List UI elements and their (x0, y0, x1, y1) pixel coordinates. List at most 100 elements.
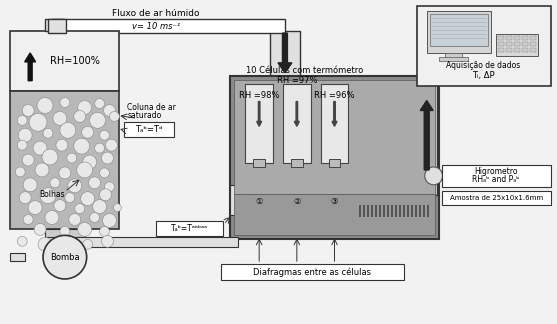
Bar (411, 205, 413, 216)
Bar (530, 48, 536, 52)
Circle shape (89, 177, 101, 189)
Circle shape (90, 112, 105, 128)
FancyArrow shape (421, 100, 433, 170)
Text: ②: ② (293, 197, 301, 206)
Bar (498, 36, 504, 40)
Circle shape (42, 149, 58, 165)
Text: RH =98%: RH =98% (239, 91, 280, 100)
Circle shape (68, 179, 82, 193)
Bar (496, 34, 538, 56)
Circle shape (28, 201, 42, 214)
Circle shape (38, 237, 52, 251)
Circle shape (40, 188, 56, 204)
Bar (231, 185, 248, 214)
Bar (419, 205, 421, 216)
Bar (427, 205, 429, 216)
Text: ③: ③ (331, 197, 338, 206)
Circle shape (92, 200, 106, 214)
Circle shape (77, 162, 92, 178)
Bar (321, 84, 348, 163)
Bar (391, 205, 393, 216)
Bar (417, 6, 551, 86)
Circle shape (35, 163, 49, 177)
Circle shape (60, 226, 70, 236)
Circle shape (67, 153, 77, 163)
Circle shape (62, 235, 74, 247)
Text: Aquisição de dados: Aquisição de dados (446, 61, 520, 70)
Bar (231, 76, 438, 239)
Circle shape (43, 128, 53, 138)
Circle shape (101, 235, 114, 247)
Circle shape (95, 98, 105, 109)
Bar (11, 91, 119, 229)
Bar (156, 222, 223, 236)
Bar (498, 48, 504, 52)
Text: Diafragmas entre as células: Diafragmas entre as células (253, 267, 371, 277)
Circle shape (82, 126, 94, 138)
Bar (291, 159, 303, 167)
Circle shape (101, 152, 114, 164)
Circle shape (60, 98, 70, 108)
Bar (415, 205, 417, 216)
Circle shape (95, 143, 105, 153)
Bar (253, 159, 265, 167)
Text: Amostra de 25x10x1.6mm: Amostra de 25x10x1.6mm (449, 195, 543, 201)
Bar (270, 31, 300, 76)
Bar (363, 205, 365, 216)
Bar (399, 205, 401, 216)
Circle shape (81, 192, 95, 206)
Circle shape (100, 168, 110, 178)
Bar (498, 42, 504, 46)
Circle shape (78, 223, 91, 236)
Bar (514, 48, 520, 52)
Text: Fluxo de ar húmido: Fluxo de ar húmido (113, 9, 200, 18)
Text: Higrometro: Higrometro (475, 168, 518, 176)
Circle shape (23, 178, 37, 192)
Bar (11, 253, 25, 261)
Circle shape (105, 139, 118, 151)
FancyArrow shape (332, 101, 337, 126)
Text: saturado: saturado (128, 111, 162, 121)
Circle shape (74, 110, 86, 122)
Bar (387, 205, 389, 216)
Text: ①: ① (256, 197, 263, 206)
Bar (375, 205, 377, 216)
Bar (234, 80, 434, 194)
Circle shape (22, 105, 34, 116)
Circle shape (17, 140, 27, 150)
Bar (522, 42, 528, 46)
Bar (423, 205, 425, 216)
Circle shape (19, 192, 31, 204)
Circle shape (37, 98, 53, 113)
Bar (417, 21, 536, 39)
Bar (45, 19, 63, 31)
Bar (329, 159, 340, 167)
Circle shape (74, 138, 90, 154)
Circle shape (105, 182, 114, 192)
Circle shape (54, 200, 66, 212)
Bar (371, 205, 373, 216)
Circle shape (60, 122, 76, 138)
Text: RH=100%: RH=100% (50, 56, 100, 66)
Bar (407, 205, 409, 216)
Bar (367, 205, 369, 216)
Circle shape (34, 224, 46, 235)
Circle shape (22, 154, 34, 166)
Bar (383, 205, 385, 216)
Circle shape (33, 141, 47, 155)
Text: RH =96%: RH =96% (314, 91, 355, 100)
Bar (442, 165, 551, 187)
Text: RH =97%: RH =97% (277, 76, 317, 85)
Bar (427, 11, 491, 53)
Text: Tₐᵇ=Tᵃᵃᵇᵃᵃ: Tₐᵇ=Tᵃᵃᵇᵃᵃ (171, 225, 208, 233)
Bar (52, 19, 285, 33)
Bar (124, 122, 174, 137)
Bar (45, 229, 85, 237)
Circle shape (23, 214, 33, 225)
Circle shape (18, 128, 32, 142)
Circle shape (17, 236, 27, 246)
Bar (48, 19, 66, 33)
Circle shape (17, 115, 27, 125)
Bar (522, 36, 528, 40)
Circle shape (100, 189, 111, 201)
